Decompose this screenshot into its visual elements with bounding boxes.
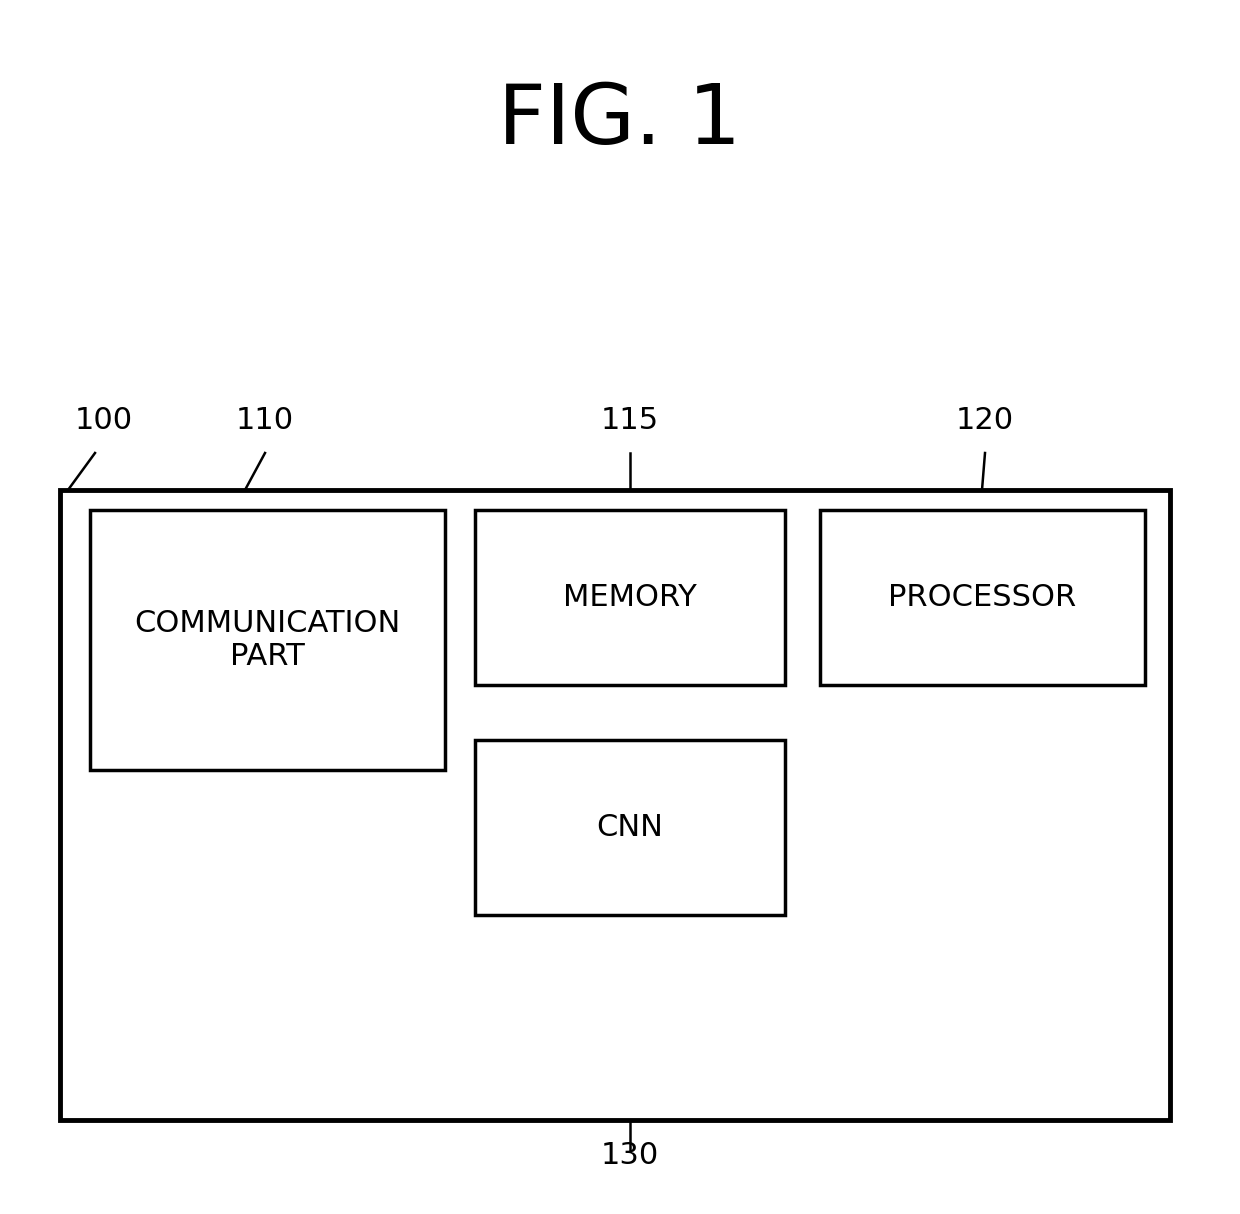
Text: 115: 115 — [601, 405, 660, 435]
Text: MEMORY: MEMORY — [563, 583, 697, 612]
Text: 100: 100 — [74, 405, 133, 435]
Bar — [820, 510, 1145, 685]
Bar — [475, 510, 785, 685]
Bar — [91, 510, 445, 770]
Bar — [60, 490, 1171, 1121]
Text: 110: 110 — [236, 405, 294, 435]
Text: 120: 120 — [956, 405, 1014, 435]
Text: PROCESSOR: PROCESSOR — [888, 583, 1076, 612]
Text: CNN: CNN — [596, 813, 663, 843]
Text: COMMUNICATION
PART: COMMUNICATION PART — [134, 608, 401, 671]
Bar — [475, 741, 785, 915]
Text: 130: 130 — [601, 1141, 660, 1170]
Text: FIG. 1: FIG. 1 — [498, 80, 742, 161]
